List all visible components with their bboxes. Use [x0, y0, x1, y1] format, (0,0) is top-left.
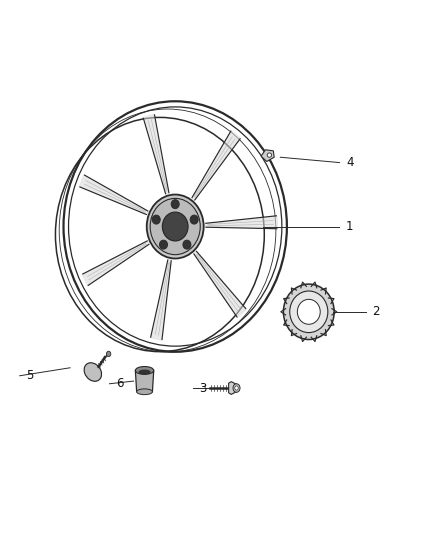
Ellipse shape: [135, 367, 154, 374]
Ellipse shape: [267, 153, 272, 157]
Text: 3: 3: [199, 382, 207, 394]
Polygon shape: [143, 114, 170, 196]
Ellipse shape: [159, 240, 167, 249]
Ellipse shape: [290, 291, 328, 333]
Ellipse shape: [183, 240, 191, 249]
Ellipse shape: [297, 300, 320, 324]
Ellipse shape: [147, 195, 204, 259]
Polygon shape: [204, 216, 278, 229]
Text: 2: 2: [372, 305, 380, 318]
Polygon shape: [261, 150, 274, 161]
Polygon shape: [191, 130, 241, 202]
Ellipse shape: [137, 389, 152, 394]
Polygon shape: [150, 257, 172, 341]
Polygon shape: [229, 382, 237, 394]
Ellipse shape: [162, 212, 188, 241]
Ellipse shape: [84, 363, 102, 381]
Polygon shape: [79, 174, 150, 215]
Polygon shape: [193, 249, 247, 318]
Ellipse shape: [106, 351, 111, 357]
Text: 1: 1: [346, 220, 353, 233]
Ellipse shape: [139, 370, 150, 374]
Text: 6: 6: [116, 377, 124, 390]
Text: 4: 4: [346, 156, 353, 169]
Text: 5: 5: [26, 369, 34, 382]
Polygon shape: [135, 370, 154, 392]
Polygon shape: [82, 240, 151, 286]
Ellipse shape: [283, 284, 334, 340]
Ellipse shape: [152, 215, 160, 224]
Ellipse shape: [233, 384, 240, 392]
Ellipse shape: [171, 200, 179, 208]
Ellipse shape: [150, 198, 200, 255]
Ellipse shape: [235, 386, 238, 390]
Ellipse shape: [190, 215, 198, 224]
